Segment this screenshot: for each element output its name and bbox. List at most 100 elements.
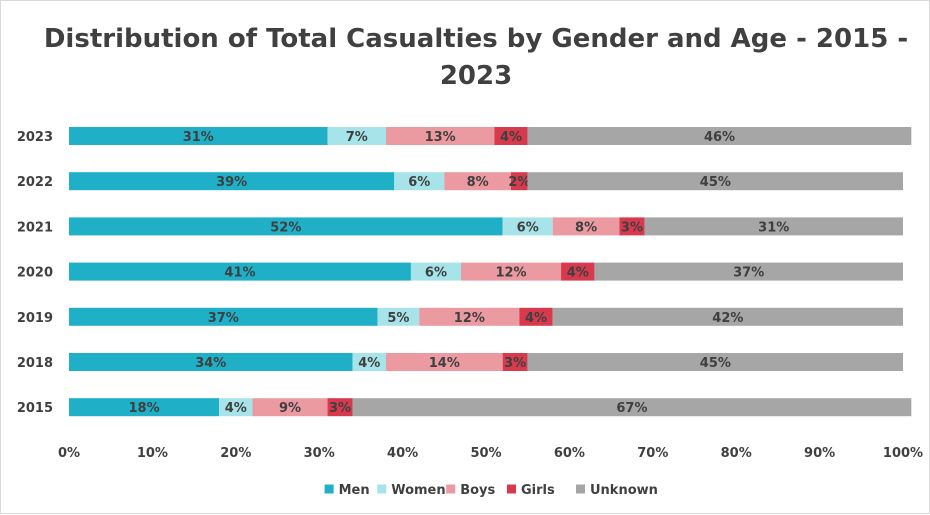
data-label-women-2022: 6% xyxy=(408,175,430,190)
bar-boys-2021 xyxy=(552,217,620,236)
bar-unknown-2021 xyxy=(644,217,903,236)
data-label-women-2019: 5% xyxy=(387,311,409,326)
bar-girls-2022 xyxy=(511,172,528,191)
bar-women-2015 xyxy=(219,398,253,417)
data-label-men-2015: 18% xyxy=(128,401,159,416)
legend-swatch-unknown xyxy=(576,484,585,494)
legend-swatch-boys xyxy=(446,484,456,494)
data-label-women-2021: 6% xyxy=(517,220,539,235)
x-tick-label: 20% xyxy=(220,446,251,461)
data-label-unknown-2015: 67% xyxy=(616,401,647,416)
bar-unknown-2023 xyxy=(527,127,912,145)
data-label-men-2020: 41% xyxy=(224,266,255,281)
bar-boys-2023 xyxy=(385,127,495,145)
category-label-2018: 2018 xyxy=(17,356,53,371)
bar-women-2023 xyxy=(327,127,386,145)
data-label-boys-2023: 13% xyxy=(425,130,456,145)
x-tick-label: 50% xyxy=(470,446,501,461)
bar-unknown-2018 xyxy=(527,353,903,371)
data-label-men-2022: 39% xyxy=(216,175,247,190)
data-label-girls-2018: 3% xyxy=(504,356,526,371)
x-tick-label: 30% xyxy=(304,446,335,461)
legend-label-boys: Boys xyxy=(460,483,495,498)
category-label-2015: 2015 xyxy=(17,401,53,416)
data-label-women-2023: 7% xyxy=(346,130,368,145)
bar-women-2021 xyxy=(502,217,553,236)
bar-unknown-2022 xyxy=(527,172,903,191)
bar-unknown-2020 xyxy=(594,262,903,281)
legend-label-men: Men xyxy=(339,483,370,498)
bar-girls-2015 xyxy=(327,398,353,417)
data-label-unknown-2023: 46% xyxy=(704,130,735,145)
bar-men-2023 xyxy=(69,127,328,145)
legend-label-unknown: Unknown xyxy=(590,483,658,498)
category-label-2021: 2021 xyxy=(17,220,53,235)
data-label-men-2023: 31% xyxy=(183,130,214,145)
bar-men-2019 xyxy=(69,307,378,326)
data-label-boys-2022: 8% xyxy=(467,175,489,190)
bar-men-2022 xyxy=(69,172,395,191)
bar-girls-2021 xyxy=(619,217,645,236)
bar-girls-2023 xyxy=(494,127,528,145)
data-label-women-2018: 4% xyxy=(358,356,380,371)
bar-boys-2018 xyxy=(385,353,503,371)
x-tick-label: 0% xyxy=(58,446,80,461)
x-tick-label: 10% xyxy=(137,446,168,461)
bar-women-2020 xyxy=(410,262,461,281)
data-label-girls-2022: 2% xyxy=(508,175,530,190)
bar-girls-2019 xyxy=(519,307,553,326)
category-label-2023: 2023 xyxy=(17,130,53,145)
bar-unknown-2015 xyxy=(352,398,912,417)
category-labels: 2023 2022 2021 2020 2019 2018 2015 xyxy=(17,130,53,416)
data-label-girls-2020: 4% xyxy=(567,266,589,281)
data-label-men-2018: 34% xyxy=(195,356,226,371)
data-label-boys-2018: 14% xyxy=(429,356,460,371)
bar-men-2015 xyxy=(69,398,220,417)
chart-title-line-1: Distribution of Total Casualties by Gend… xyxy=(44,24,908,54)
data-label-girls-2023: 4% xyxy=(500,130,522,145)
x-tick-label: 40% xyxy=(387,446,418,461)
bar-men-2020 xyxy=(69,262,411,281)
category-label-2022: 2022 xyxy=(17,175,53,190)
bar-boys-2022 xyxy=(444,172,512,191)
x-tick-label: 70% xyxy=(637,446,668,461)
x-tick-label: 90% xyxy=(804,446,835,461)
category-label-2019: 2019 xyxy=(17,311,53,326)
bar-men-2021 xyxy=(69,217,503,236)
data-label-women-2015: 4% xyxy=(225,401,247,416)
x-tick-label: 60% xyxy=(554,446,585,461)
data-label-women-2020: 6% xyxy=(425,266,447,281)
data-label-unknown-2021: 31% xyxy=(758,220,789,235)
legend: Men Women Boys Girls Unknown xyxy=(324,483,658,498)
bars-group: 31% 7% 13% 4% 46% 39% 6% 8% 2% 45% 52% 6% 8% 3% 31% 41%… xyxy=(69,127,912,417)
chart-title-line-2: 2023 xyxy=(440,61,512,91)
bar-women-2018 xyxy=(352,353,386,371)
bar-men-2018 xyxy=(69,353,353,371)
category-label-2020: 2020 xyxy=(17,266,53,281)
bar-boys-2020 xyxy=(460,262,562,281)
bar-girls-2020 xyxy=(561,262,595,281)
data-label-boys-2020: 12% xyxy=(495,266,526,281)
data-label-unknown-2020: 37% xyxy=(733,266,764,281)
legend-swatch-men xyxy=(324,484,334,494)
data-label-unknown-2018: 45% xyxy=(700,356,731,371)
legend-label-women: Women xyxy=(391,483,445,498)
bar-women-2019 xyxy=(377,307,420,326)
data-label-boys-2019: 12% xyxy=(454,311,485,326)
data-label-men-2019: 37% xyxy=(208,311,239,326)
bar-women-2022 xyxy=(394,172,445,191)
legend-swatch-girls xyxy=(507,484,516,494)
bar-girls-2018 xyxy=(502,353,528,371)
legend-label-girls: Girls xyxy=(521,483,555,498)
bar-unknown-2019 xyxy=(552,307,903,326)
bar-boys-2015 xyxy=(252,398,328,417)
bar-boys-2019 xyxy=(419,307,520,326)
data-label-men-2021: 52% xyxy=(270,220,301,235)
legend-swatch-women xyxy=(377,484,387,494)
x-axis-tick-labels: 0% 10% 20% 30% 40% 50% 60% 70% 80% 90% 100% xyxy=(58,446,923,461)
data-label-girls-2021: 3% xyxy=(621,220,643,235)
data-label-girls-2015: 3% xyxy=(329,401,351,416)
data-label-boys-2015: 9% xyxy=(279,401,301,416)
